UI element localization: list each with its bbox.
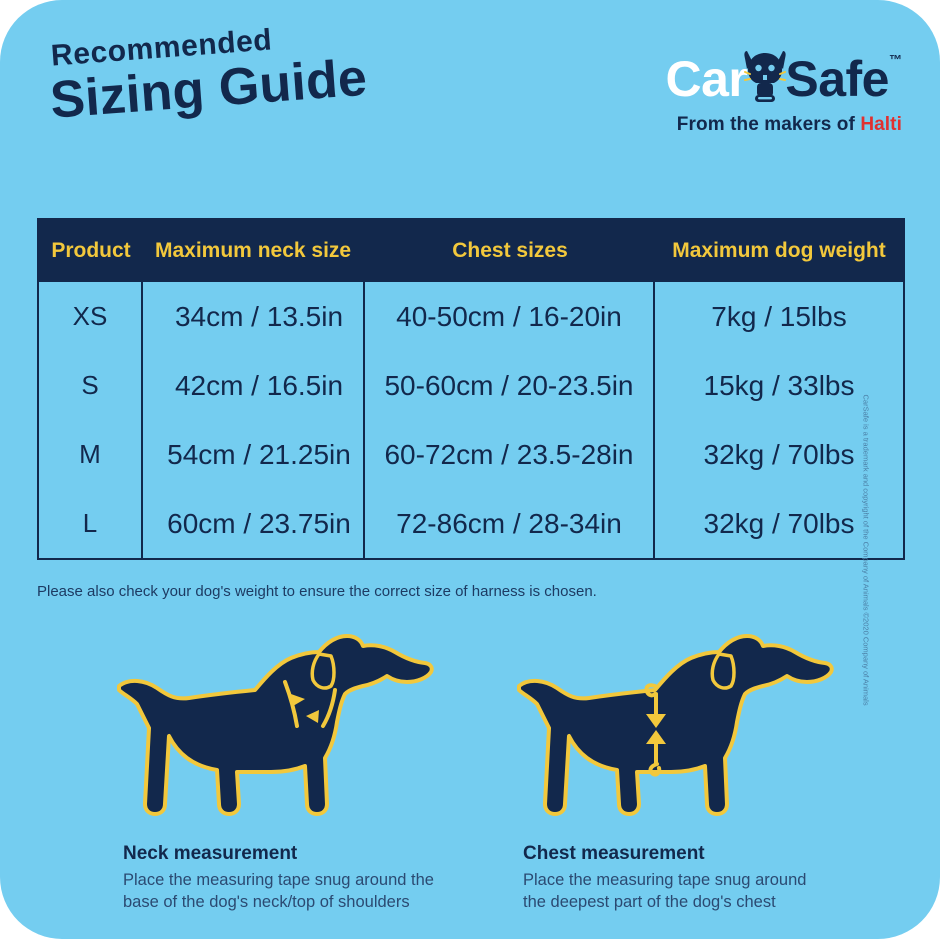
brand-tagline-prefix: From the makers of	[676, 114, 861, 135]
cell-chest: 50-60cm / 20-23.5in	[365, 351, 655, 420]
column-header-weight: Maximum dog weight	[672, 239, 886, 262]
cell-weight: 7kg / 15lbs	[711, 300, 847, 332]
trademark-symbol: ™	[889, 52, 902, 67]
cell-neck: 54cm / 21.25in	[143, 420, 365, 489]
chest-caption-line1: Place the measuring tape snug around	[523, 871, 807, 889]
column-header-neck: Maximum neck size	[155, 239, 352, 262]
cell-chest: 40-50cm / 16-20in	[365, 282, 655, 351]
table-row: XS 34cm / 13.5in 40-50cm / 16-20in 7kg /…	[39, 282, 903, 351]
dog-chest-measurement-illustration	[505, 618, 845, 833]
neck-measurement-caption: Neck measurement Place the measuring tap…	[123, 843, 503, 914]
cell-neck: 60cm / 23.75in	[143, 489, 365, 558]
chest-caption-title: Chest measurement	[523, 843, 705, 864]
cell-neck: 34cm / 13.5in	[143, 282, 365, 351]
cell-product: XS	[39, 282, 143, 351]
cell-product: M	[39, 420, 143, 489]
chest-caption-line2: the deepest part of the dog's chest	[523, 893, 776, 912]
sizing-table: Product Maximum neck size Chest sizes Ma…	[37, 218, 905, 560]
table-row: L 60cm / 23.75in 72-86cm / 28-34in 32kg …	[39, 489, 903, 558]
cell-weight: 32kg / 70lbs	[703, 507, 855, 539]
column-header-chest: Chest sizes	[452, 239, 568, 262]
brand-tagline: From the makers of Halti	[602, 114, 902, 136]
neck-caption-line2: base of the dog's neck/top of shoulders	[123, 893, 410, 912]
cell-product: S	[39, 351, 143, 420]
copyright-notice: CarSafe is a trademark and copyright of …	[861, 394, 871, 706]
neck-caption-title: Neck measurement	[123, 843, 298, 864]
table-header-row: Product Maximum neck size Chest sizes Ma…	[39, 220, 903, 282]
cell-weight: 15kg / 33lbs	[703, 369, 855, 401]
cell-chest: 60-72cm / 23.5-28in	[365, 420, 655, 489]
cell-product: L	[39, 489, 143, 558]
table-row: S 42cm / 16.5in 50-60cm / 20-23.5in 15kg…	[39, 351, 903, 420]
table-row: M 54cm / 21.25in 60-72cm / 23.5-28in 32k…	[39, 420, 903, 489]
chest-measurement-caption: Chest measurement Place the measuring ta…	[523, 843, 903, 914]
column-header-product: Product	[51, 239, 131, 262]
weight-note: Please also check your dog's weight to e…	[37, 583, 597, 600]
cell-neck: 42cm / 16.5in	[143, 351, 365, 420]
brand-logo-wordmark: Car	[602, 48, 902, 110]
dog-head-icon	[741, 47, 789, 105]
brand-logo: Car	[602, 48, 902, 136]
dog-neck-measurement-illustration	[105, 618, 445, 833]
page-title: Recommended Sizing Guide	[46, 19, 369, 129]
cell-chest: 72-86cm / 28-34in	[365, 489, 655, 558]
neck-caption-line1: Place the measuring tape snug around the	[123, 871, 434, 889]
cell-weight: 32kg / 70lbs	[703, 438, 855, 470]
brand-logo-safe-text: Safe	[785, 51, 889, 107]
halti-brand-text: Halti	[860, 114, 902, 135]
brand-logo-car-text: Car	[665, 51, 748, 107]
